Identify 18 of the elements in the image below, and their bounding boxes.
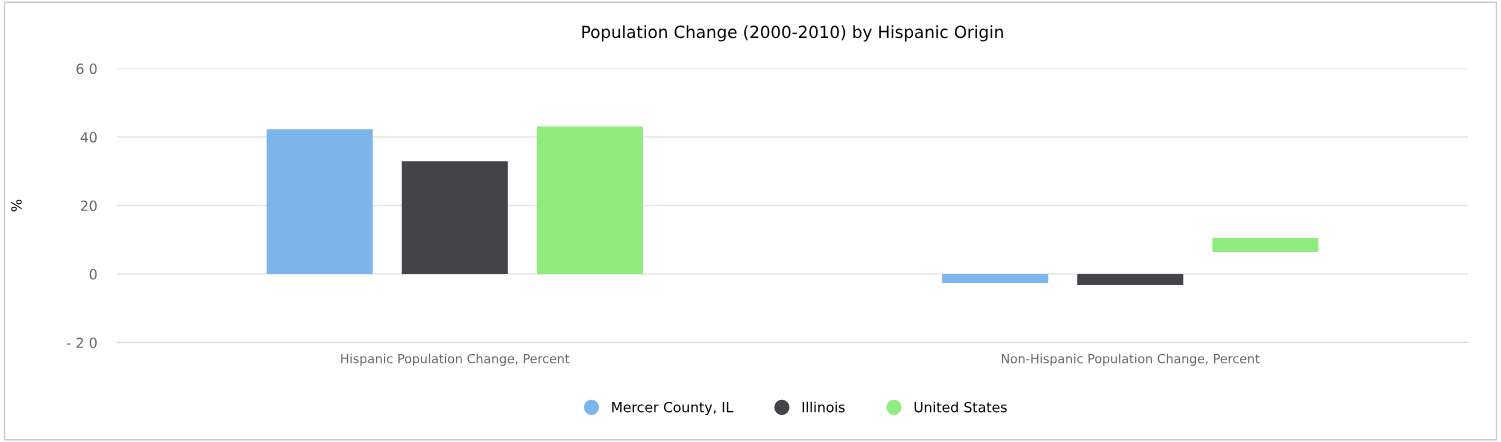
y-tick-label: 6 0 [76,63,97,74]
bar [266,129,373,275]
y-tick-label: 0 [89,269,97,280]
legend-label: Mercer County, IL [612,401,734,416]
bar [1077,274,1184,285]
chart-title: Population Change (2000-2010) by Hispanic Origin [582,25,1003,42]
y-tick-label: 40 [80,131,97,143]
bar [401,161,508,275]
x-tick-label: Non-Hispanic Population Change, Percent [1001,353,1260,366]
bar [1212,238,1319,253]
bar [536,126,643,275]
y-tick-label: - 2 0 [66,337,97,349]
y-tick-label: 20 [80,200,97,211]
y-axis-title: % [11,199,22,212]
bar [942,274,1049,283]
x-tick-label: Hispanic Population Change, Percent [341,353,570,366]
legend-label: United States [914,401,1007,413]
legend-label: Illinois [802,401,845,413]
